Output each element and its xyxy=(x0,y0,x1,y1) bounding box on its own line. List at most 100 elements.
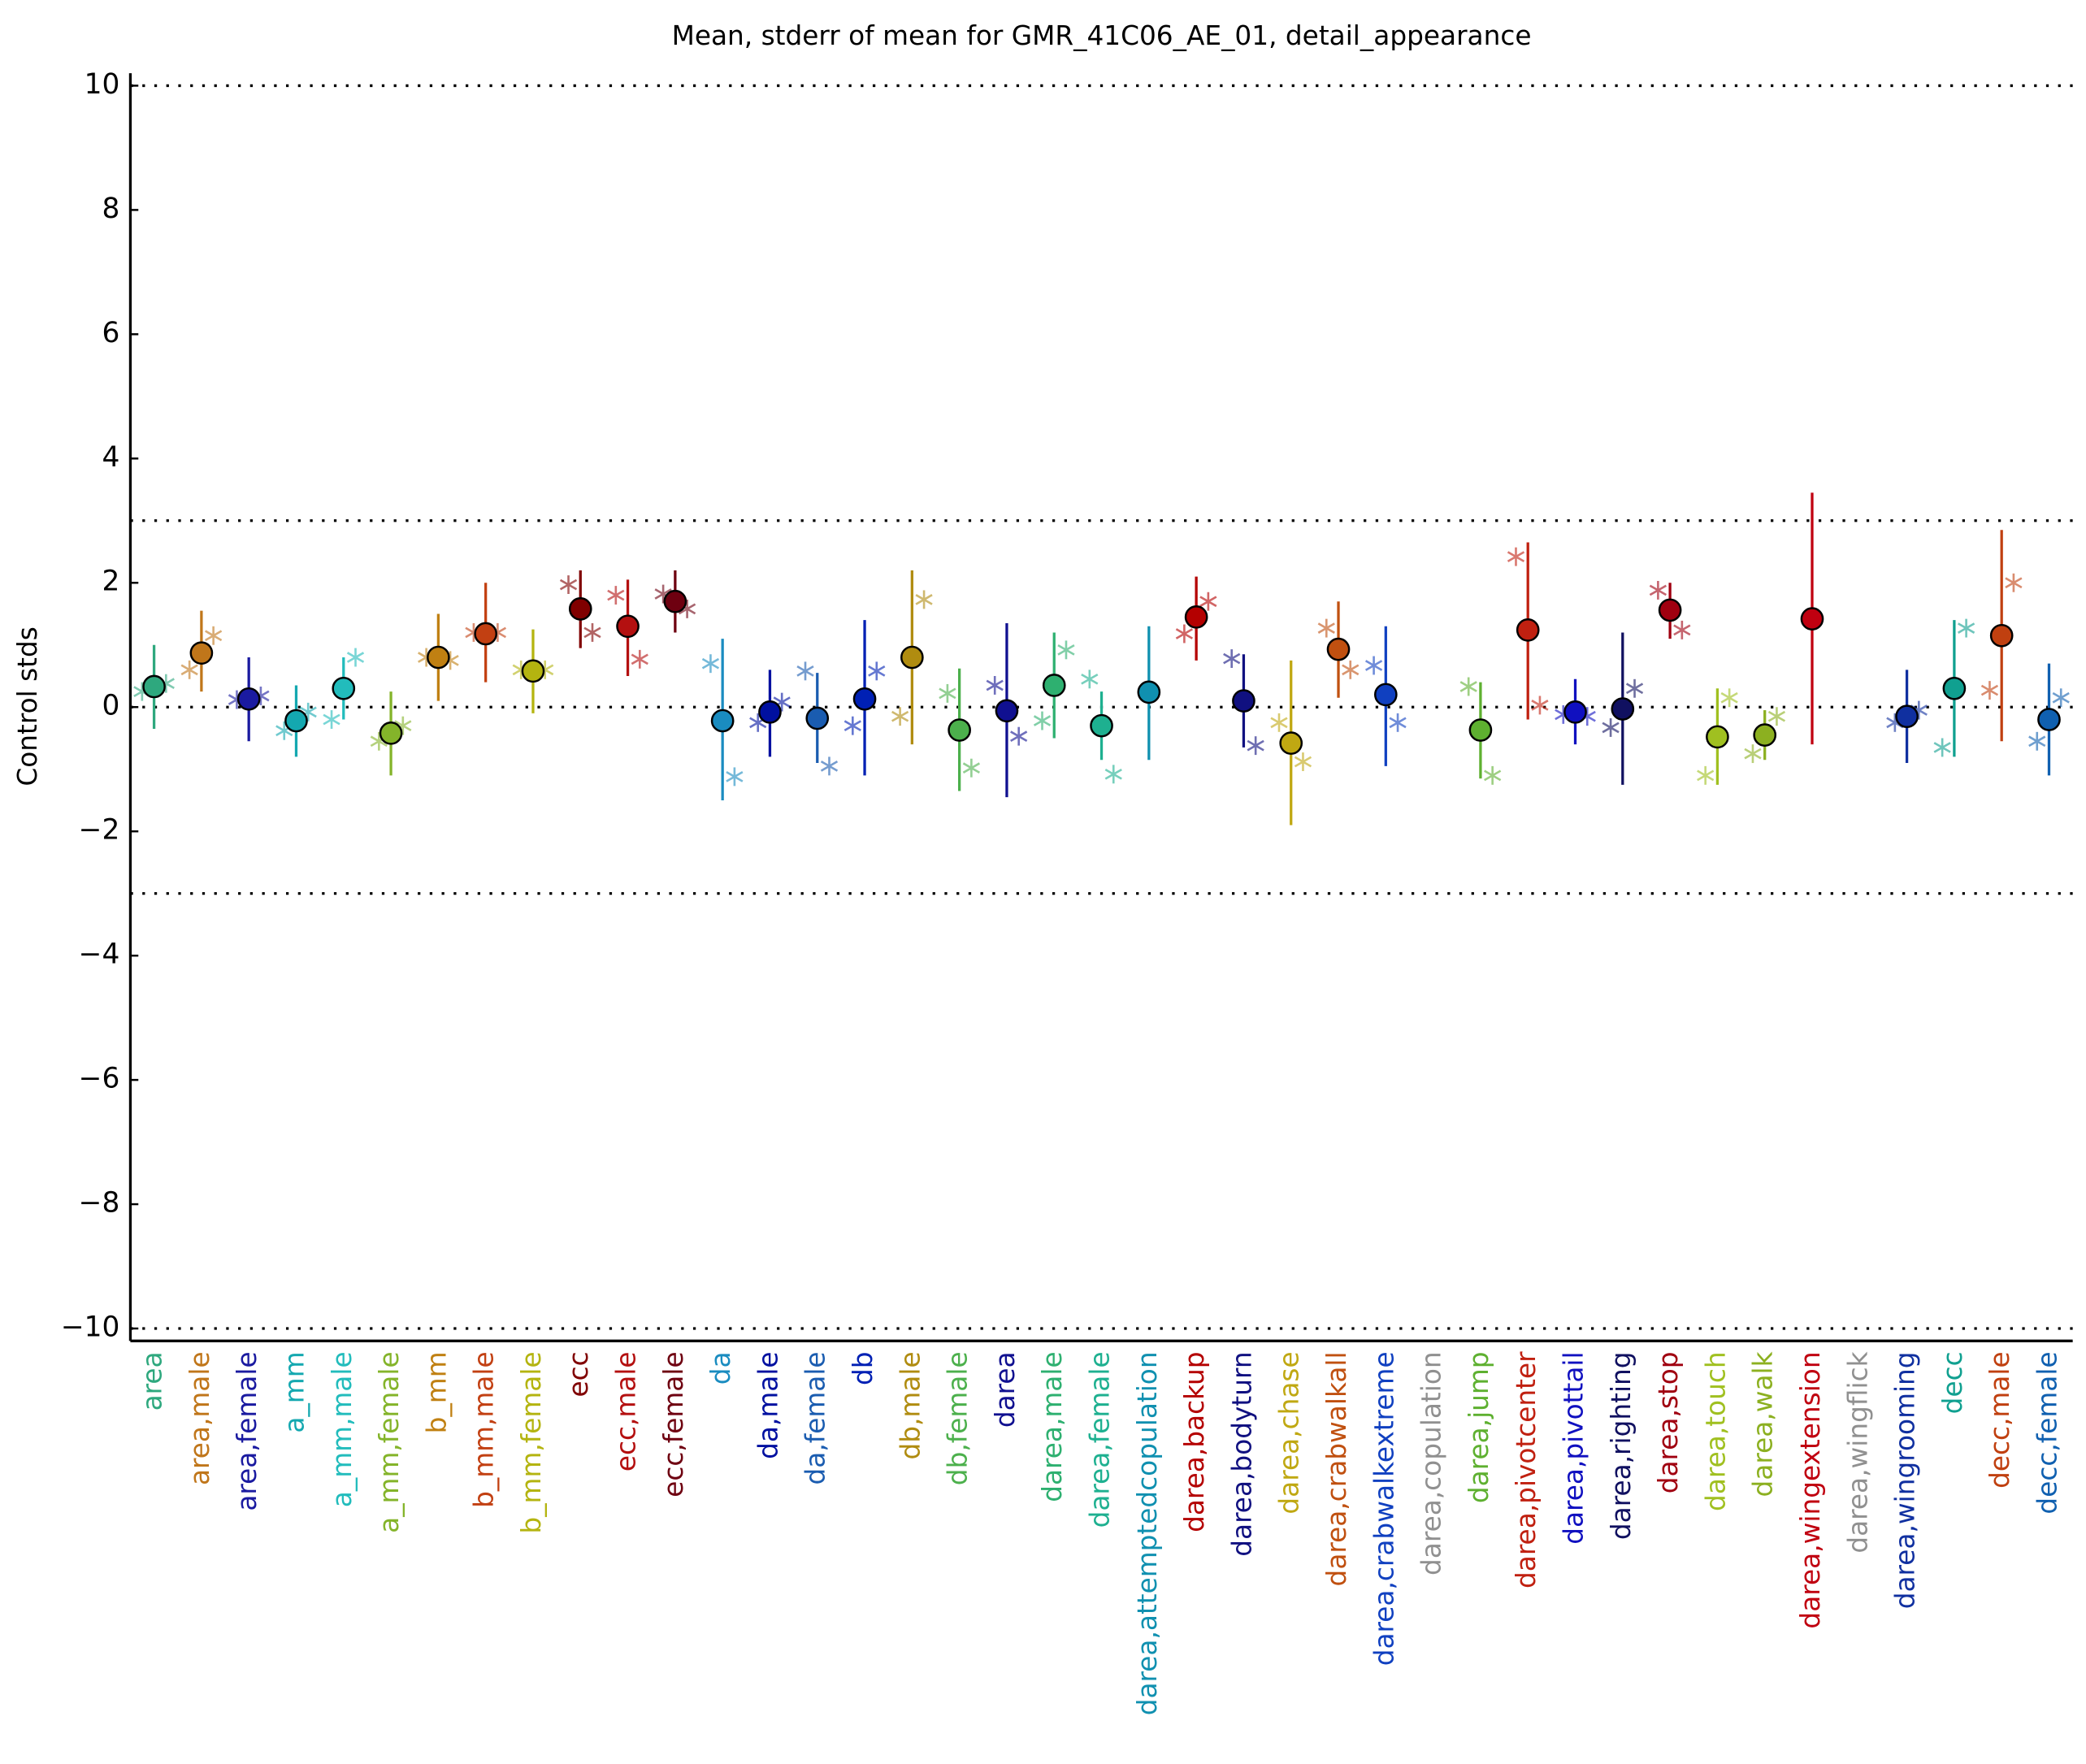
x-tick-label: darea,stop xyxy=(1653,1351,1684,1493)
y-tick-label: −2 xyxy=(79,814,120,847)
star-stroke xyxy=(1247,739,1264,752)
x-tick-label: darea,wingrooming xyxy=(1890,1351,1921,1609)
star-stroke xyxy=(1507,551,1525,563)
mean-marker xyxy=(616,614,640,639)
star-marker xyxy=(726,767,744,787)
star-stroke xyxy=(1081,673,1099,685)
x-tick-label: b_mm xyxy=(421,1351,452,1433)
star-marker xyxy=(986,675,1004,695)
star-stroke xyxy=(2052,691,2070,704)
star-stroke xyxy=(1980,684,1999,696)
x-tick-label: darea,walk xyxy=(1748,1351,1779,1497)
star-marker xyxy=(1697,765,1715,785)
star-marker xyxy=(2052,688,2070,708)
star-marker xyxy=(1317,618,1335,638)
star-stroke xyxy=(868,665,886,677)
star-marker xyxy=(1459,677,1477,696)
mean-marker xyxy=(710,709,735,733)
star-marker xyxy=(1957,618,1975,638)
mean-marker xyxy=(284,709,308,733)
y-tick-label: −10 xyxy=(61,1311,120,1344)
mean-marker xyxy=(1800,607,1824,631)
star-stroke xyxy=(678,603,696,615)
star-stroke xyxy=(1649,584,1667,596)
mean-marker xyxy=(1753,723,1777,747)
star-marker xyxy=(1199,592,1217,611)
x-tick-label: da,female xyxy=(800,1351,831,1484)
mean-marker xyxy=(900,645,924,670)
x-tick-label: decc,female xyxy=(2032,1351,2062,1514)
mean-marker xyxy=(1516,618,1540,642)
x-tick-label: ecc xyxy=(563,1351,594,1397)
star-marker xyxy=(1294,752,1312,771)
star-stroke xyxy=(607,589,625,601)
star-stroke xyxy=(631,653,648,665)
star-marker xyxy=(1033,711,1052,730)
mean-marker xyxy=(1658,598,1682,622)
star-marker xyxy=(2005,573,2023,592)
star-marker xyxy=(180,660,198,679)
star-marker xyxy=(1270,713,1288,732)
chart-title: Mean, stderr of mean for GMR_41C06_AE_01… xyxy=(672,20,1532,51)
x-tick-label: darea,female xyxy=(1085,1351,1116,1528)
y-axis-label: Control stds xyxy=(12,626,43,786)
star-marker xyxy=(323,710,340,729)
x-tick-label: darea,crabwalkall xyxy=(1321,1351,1352,1586)
star-marker xyxy=(1625,678,1644,698)
star-stroke xyxy=(1317,622,1335,634)
star-stroke xyxy=(1933,742,1951,753)
mean-marker xyxy=(142,674,166,699)
mean-marker xyxy=(1706,725,1729,749)
x-tick-label: darea,crabwalkextreme xyxy=(1368,1351,1399,1666)
star-marker xyxy=(915,590,933,609)
mean-marker xyxy=(1989,623,2014,648)
star-marker xyxy=(1057,640,1075,660)
star-stroke xyxy=(654,588,672,600)
star-marker xyxy=(204,626,223,645)
mean-marker xyxy=(852,687,877,711)
x-tick-label: darea,pivotcenter xyxy=(1511,1351,1542,1588)
x-tick-label: db,male xyxy=(895,1351,926,1459)
star-stroke xyxy=(1625,683,1644,695)
star-stroke xyxy=(1531,700,1549,711)
mean-marker xyxy=(189,641,214,665)
star-marker xyxy=(1744,744,1762,764)
star-stroke xyxy=(1673,624,1691,636)
star-stroke xyxy=(915,594,933,605)
mean-marker xyxy=(474,622,497,646)
x-tick-label: db xyxy=(848,1351,878,1385)
star-marker xyxy=(796,661,814,681)
star-marker xyxy=(1010,726,1028,746)
star-marker xyxy=(844,716,861,735)
mean-marker xyxy=(805,706,830,730)
x-tick-label: darea xyxy=(990,1351,1021,1428)
star-marker xyxy=(962,758,980,778)
x-tick-label: db,female xyxy=(943,1351,974,1485)
star-marker xyxy=(1933,738,1951,757)
star-stroke xyxy=(820,761,839,772)
x-tick-label: darea,chase xyxy=(1274,1351,1305,1514)
mean-marker xyxy=(379,722,403,745)
star-marker xyxy=(1673,620,1691,639)
mean-marker xyxy=(1611,697,1635,721)
star-stroke xyxy=(796,665,814,677)
star-marker xyxy=(1649,580,1667,600)
star-stroke xyxy=(180,664,198,676)
y-tick-label: 8 xyxy=(102,193,119,225)
x-tick-label: da xyxy=(705,1351,736,1385)
mean-marker xyxy=(1232,689,1256,713)
x-tick-label: a_mm,female xyxy=(374,1351,405,1532)
star-marker xyxy=(1342,660,1360,679)
x-tick-label: area xyxy=(137,1351,168,1411)
y-tick-label: 0 xyxy=(102,690,119,722)
x-tick-label: darea,attemptedcopulation xyxy=(1132,1351,1163,1715)
star-stroke xyxy=(1767,710,1786,722)
mean-marker xyxy=(1942,676,1967,700)
mean-marker xyxy=(427,645,450,670)
star-stroke xyxy=(1104,768,1122,780)
mean-marker xyxy=(1042,674,1066,697)
star-stroke xyxy=(1720,691,1738,704)
x-tick-label: darea,wingflick xyxy=(1842,1351,1873,1553)
star-stroke xyxy=(1175,628,1194,639)
y-tick-label: 6 xyxy=(102,317,119,349)
